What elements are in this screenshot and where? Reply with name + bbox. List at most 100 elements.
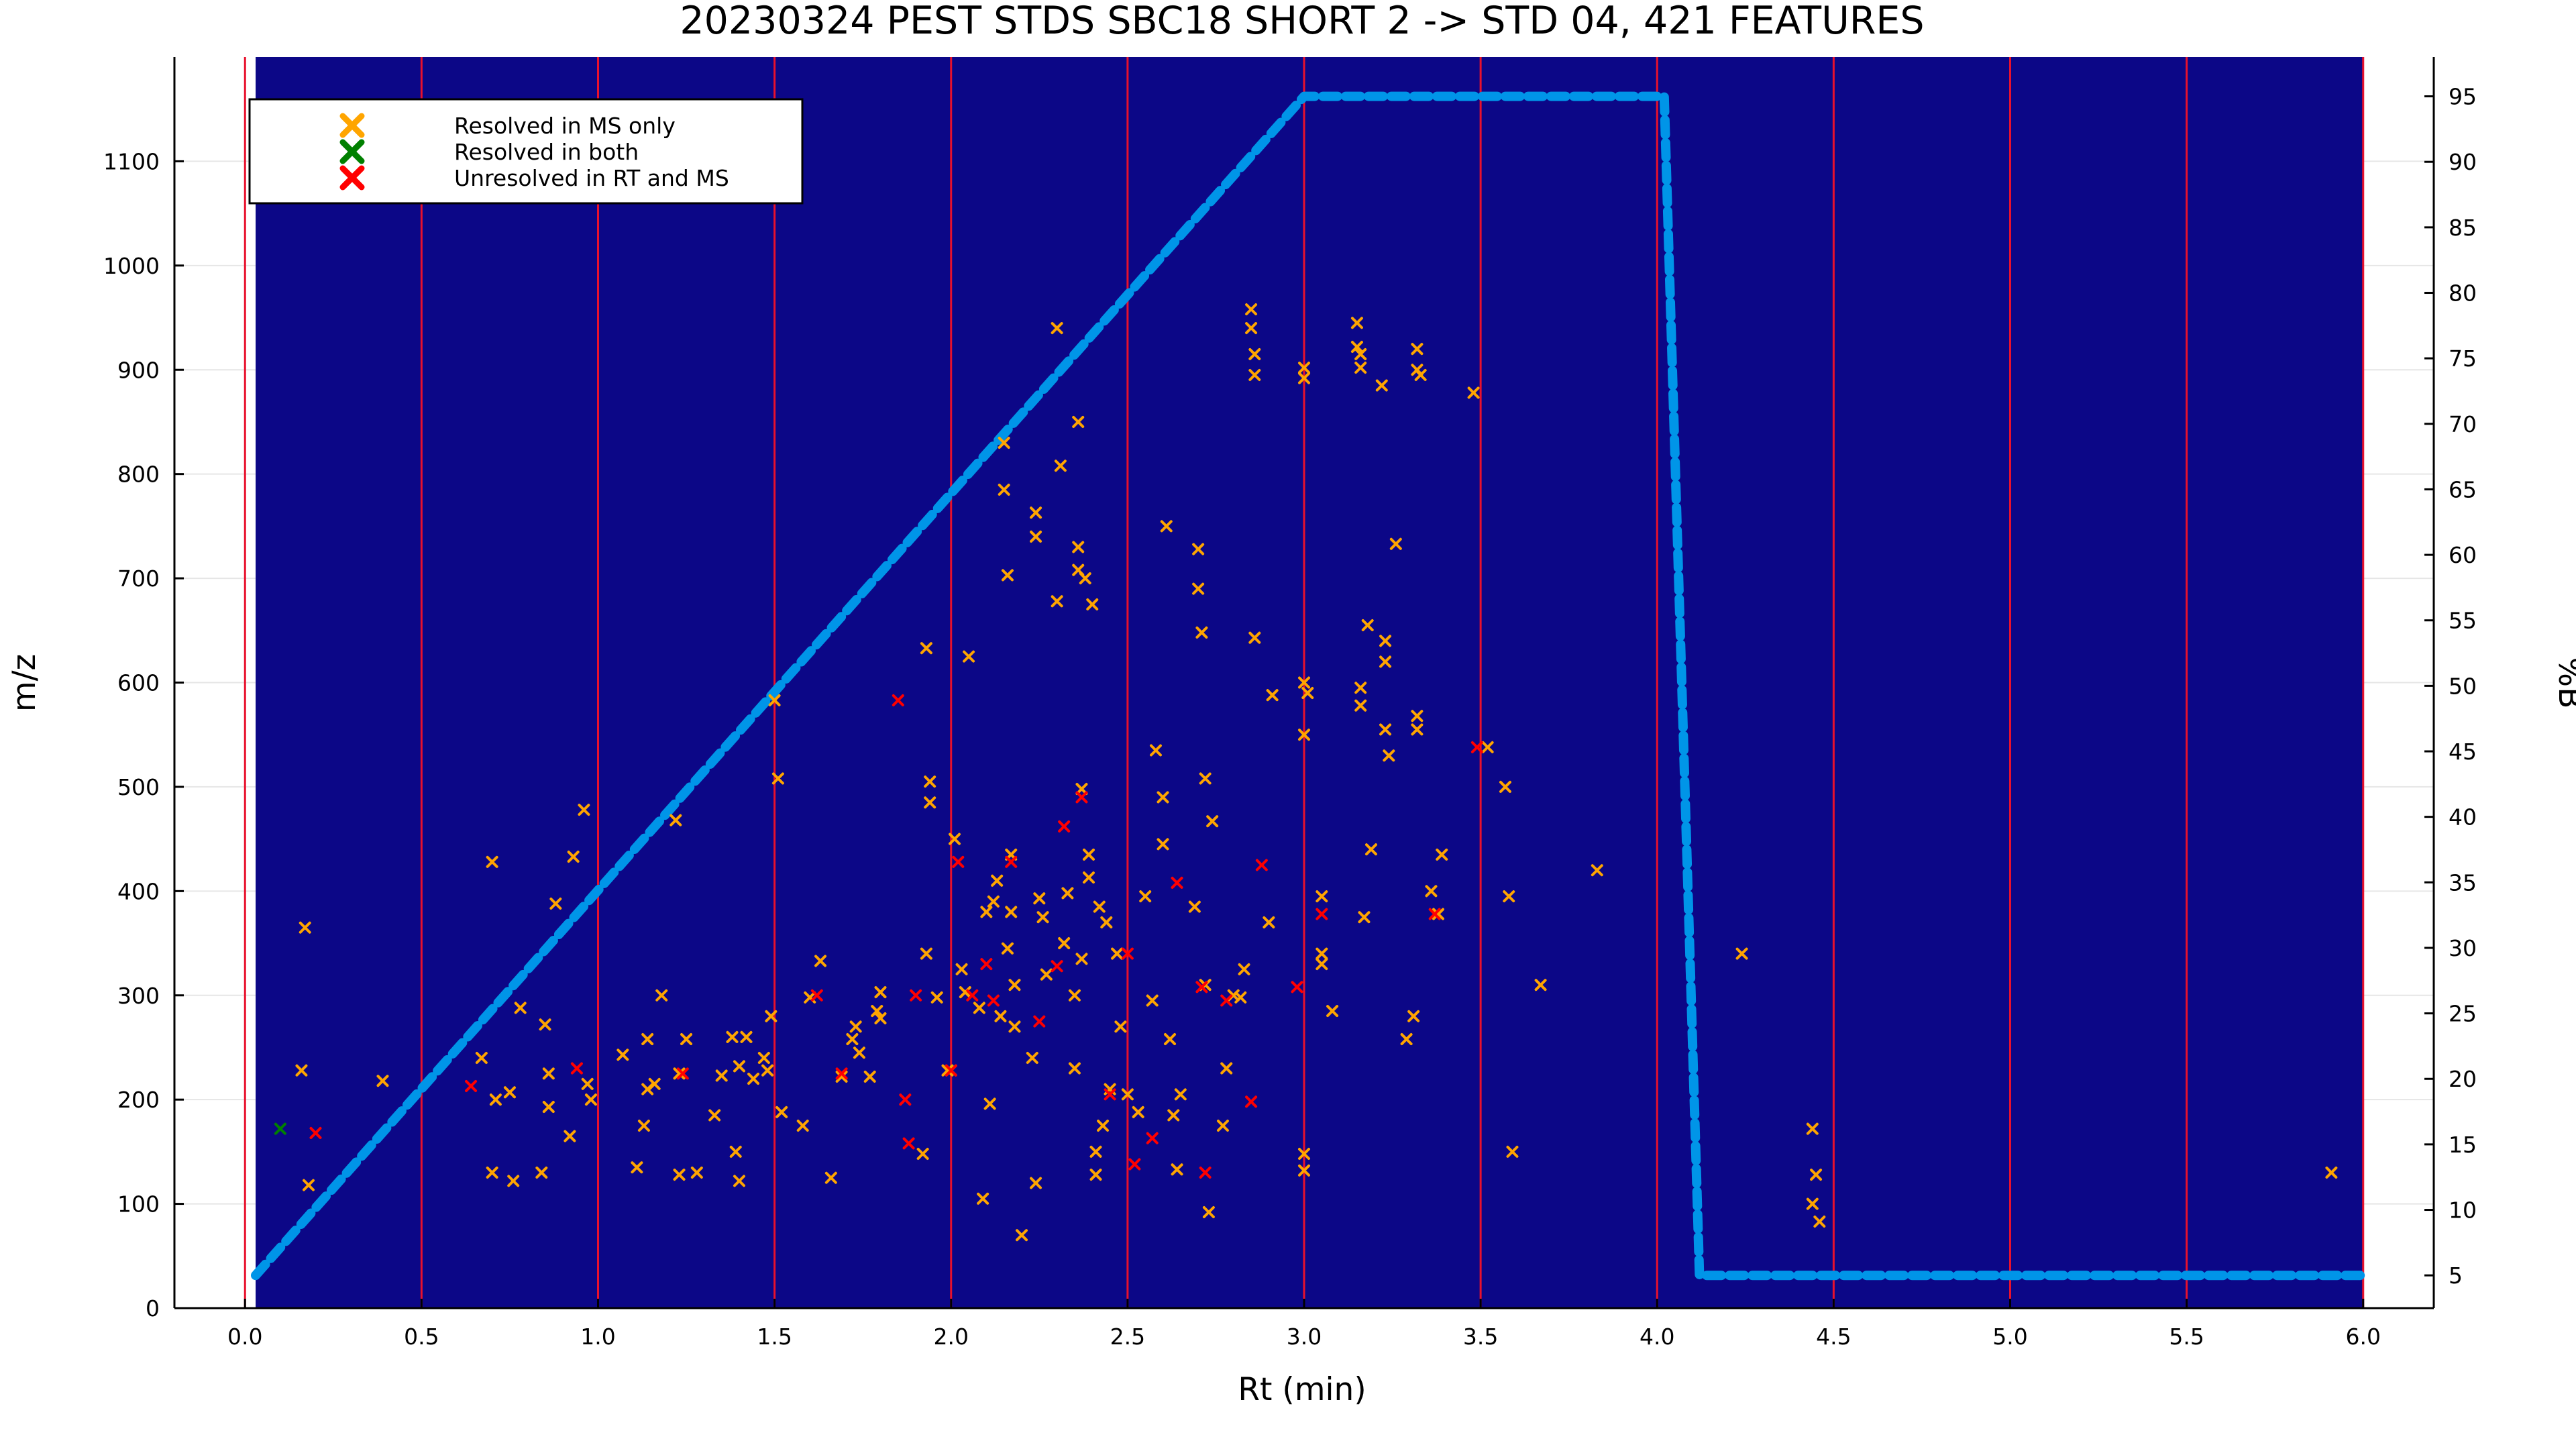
marker-resolved-in-ms-only xyxy=(1068,1062,1081,1075)
marker-resolved-in-ms-only xyxy=(973,1002,985,1014)
marker-unresolved-in-rt-and-ms xyxy=(1220,994,1233,1007)
marker-resolved-in-ms-only xyxy=(987,895,1000,908)
marker-resolved-in-ms-only xyxy=(1436,848,1448,861)
marker-resolved-in-ms-only xyxy=(1192,543,1205,555)
y2-tick-label: 45 xyxy=(2449,739,2477,765)
y2-tick-label: 35 xyxy=(2449,869,2477,896)
marker-resolved-in-ms-only xyxy=(1234,991,1247,1004)
marker-resolved-in-ms-only xyxy=(690,1166,703,1179)
marker-resolved-in-ms-only xyxy=(1100,916,1113,928)
marker-resolved-in-ms-only xyxy=(1111,947,1124,960)
marker-unresolved-in-rt-and-ms xyxy=(1199,1166,1212,1179)
marker-resolved-in-ms-only xyxy=(1806,1122,1819,1135)
marker-resolved-in-ms-only xyxy=(1058,937,1071,950)
marker-resolved-in-ms-only xyxy=(1379,723,1392,736)
marker-resolved-in-ms-only xyxy=(1030,1177,1042,1189)
marker-resolved-in-ms-only xyxy=(920,947,932,960)
y-tick-label: 0 xyxy=(146,1295,160,1322)
x-tick-label: 0.5 xyxy=(404,1324,439,1350)
marker-resolved-in-ms-only xyxy=(542,1101,555,1114)
marker-unresolved-in-rt-and-ms xyxy=(309,1126,322,1139)
marker-resolved-in-ms-only xyxy=(673,1169,686,1181)
marker-unresolved-in-rt-and-ms xyxy=(902,1137,915,1150)
y2-tick-label: 85 xyxy=(2449,215,2477,241)
marker-resolved-in-ms-only xyxy=(542,1067,555,1080)
y2-axis-label: %B xyxy=(2551,657,2576,709)
marker-unresolved-in-rt-and-ms xyxy=(1470,741,1483,753)
x-tick-label: 3.0 xyxy=(1287,1324,1322,1350)
marker-resolved-in-ms-only xyxy=(1072,415,1085,428)
marker-resolved-in-ms-only xyxy=(924,775,936,788)
marker-resolved-in-ms-only xyxy=(924,796,936,809)
marker-unresolved-in-rt-and-ms xyxy=(1291,981,1303,994)
marker-resolved-in-ms-only xyxy=(1389,537,1402,550)
marker-resolved-in-ms-only xyxy=(941,1064,954,1077)
marker-resolved-in-ms-only xyxy=(1245,322,1258,335)
marker-resolved-in-ms-only xyxy=(507,1175,520,1187)
legend-marker xyxy=(339,165,365,191)
marker-resolved-in-ms-only xyxy=(584,1093,597,1106)
marker-resolved-in-ms-only xyxy=(916,1147,929,1160)
marker-resolved-in-ms-only xyxy=(729,1145,742,1158)
marker-resolved-in-ms-only xyxy=(726,1030,739,1043)
marker-resolved-in-ms-only xyxy=(641,1033,654,1046)
gradient-line-layer xyxy=(251,91,2368,1281)
marker-resolved-in-ms-only xyxy=(1199,772,1212,785)
marker-resolved-in-ms-only xyxy=(616,1049,629,1061)
marker-unresolved-in-rt-and-ms xyxy=(910,989,922,1002)
x-tick-label: 5.0 xyxy=(1992,1324,2027,1350)
marker-unresolved-in-rt-and-ms xyxy=(1316,908,1328,920)
marker-resolved-in-ms-only xyxy=(930,991,943,1004)
y2-tick-label: 60 xyxy=(2449,542,2477,568)
marker-resolved-in-ms-only xyxy=(1174,1088,1187,1101)
marker-resolved-in-ms-only xyxy=(959,986,971,999)
marker-resolved-in-ms-only xyxy=(1051,322,1063,335)
marker-resolved-in-ms-only xyxy=(1075,953,1088,965)
y2-tick-label: 90 xyxy=(2449,149,2477,175)
marker-unresolved-in-rt-and-ms xyxy=(892,694,904,706)
marker-resolved-in-ms-only xyxy=(2325,1166,2338,1179)
y-tick-label: 300 xyxy=(117,983,160,1009)
marker-resolved-in-ms-only xyxy=(768,694,781,706)
marker-resolved-in-ms-only xyxy=(1068,989,1081,1002)
marker-resolved-in-ms-only xyxy=(1354,347,1367,360)
y-tick-label: 700 xyxy=(117,566,160,592)
legend-label: Unresolved in RT and MS xyxy=(454,165,729,191)
marker-resolved-in-ms-only xyxy=(1121,1088,1134,1101)
x-tick-label: 4.0 xyxy=(1640,1324,1674,1350)
marker-resolved-in-ms-only xyxy=(1033,892,1046,905)
marker-resolved-in-ms-only xyxy=(1036,911,1049,924)
marker-resolved-in-ms-only xyxy=(564,1130,576,1142)
marker-resolved-in-ms-only xyxy=(1079,572,1091,585)
marker-resolved-in-ms-only xyxy=(567,851,580,863)
marker-resolved-in-ms-only xyxy=(1202,1206,1215,1219)
marker-resolved-in-ms-only xyxy=(1157,791,1169,804)
marker-resolved-in-ms-only xyxy=(539,1018,551,1031)
marker-resolved-in-ms-only xyxy=(1167,1109,1180,1122)
marker-unresolved-in-rt-and-ms xyxy=(1075,791,1088,804)
marker-resolved-in-ms-only xyxy=(1298,1164,1310,1177)
x-tick-label: 1.0 xyxy=(580,1324,615,1350)
y-tick-label: 500 xyxy=(117,774,160,800)
axes: 0.0 0.5 1.0 1.5 2.0 2.5 3.0 3.5 4.0 4.5 5.0 5.5 6.0 0… xyxy=(103,57,2477,1350)
marker-resolved-in-ms-only xyxy=(1086,598,1099,610)
marker-resolved-in-ms-only xyxy=(1379,635,1392,647)
marker-resolved-in-ms-only xyxy=(1132,1106,1144,1118)
y2-tick-label: 30 xyxy=(2449,935,2477,961)
marker-unresolved-in-rt-and-ms xyxy=(835,1067,848,1080)
marker-resolved-in-ms-only xyxy=(874,986,887,999)
legend-label: Resolved in MS only xyxy=(454,113,676,139)
marker-resolved-in-ms-only xyxy=(1008,1020,1021,1033)
marker-resolved-in-ms-only xyxy=(1016,1229,1028,1242)
marker-resolved-in-ms-only xyxy=(1082,871,1095,884)
marker-resolved-in-ms-only xyxy=(715,1069,728,1082)
marker-resolved-in-ms-only xyxy=(771,772,784,785)
marker-unresolved-in-rt-and-ms xyxy=(1128,1158,1141,1171)
legend-label: Resolved in both xyxy=(454,139,639,165)
marker-resolved-in-ms-only xyxy=(503,1086,516,1099)
y2-tick-label: 80 xyxy=(2449,280,2477,307)
marker-resolved-in-ms-only xyxy=(708,1109,721,1122)
marker-unresolved-in-rt-and-ms xyxy=(987,994,1000,1007)
